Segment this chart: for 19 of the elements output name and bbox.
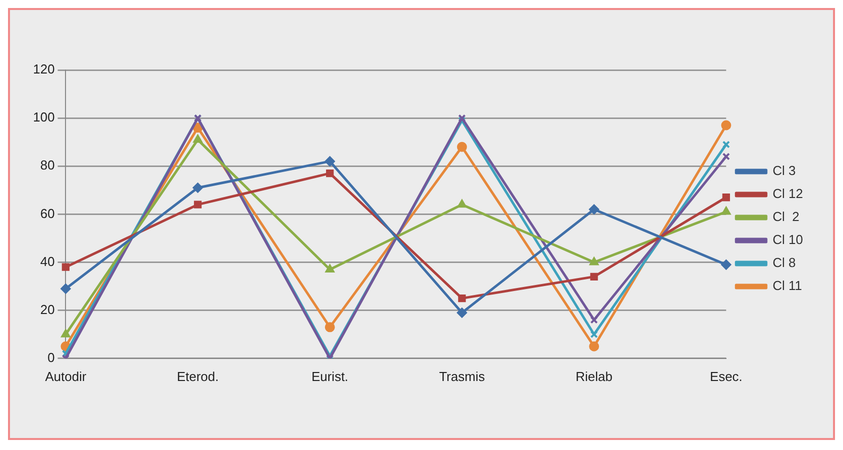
y-tick-label: 40 [40,254,55,269]
y-tick-label: 80 [40,158,55,173]
legend-label: Cl 3 [772,163,796,178]
y-tick-label: 20 [40,302,55,317]
legend-label: Cl 11 [772,278,802,294]
y-tick-label: 100 [32,110,55,125]
y-tick-label: 60 [40,206,55,221]
legend-label: Cl 10 [772,232,804,248]
legend-label: Cl 12 [772,186,804,202]
y-tick-label: 120 [32,62,55,77]
x-tick-label: Trasmis [439,368,486,384]
x-tick-label: Rielab [576,368,612,384]
legend-label: Cl 2 [772,209,800,224]
x-tick-label: Esec. [710,368,742,384]
y-tick-label: 0 [47,350,55,365]
x-tick-label: Eterod. [176,368,219,384]
x-tick-label: Eurist. [311,368,348,384]
legend-label: Cl 8 [772,255,796,270]
x-tick-label: Autodir [45,368,87,384]
